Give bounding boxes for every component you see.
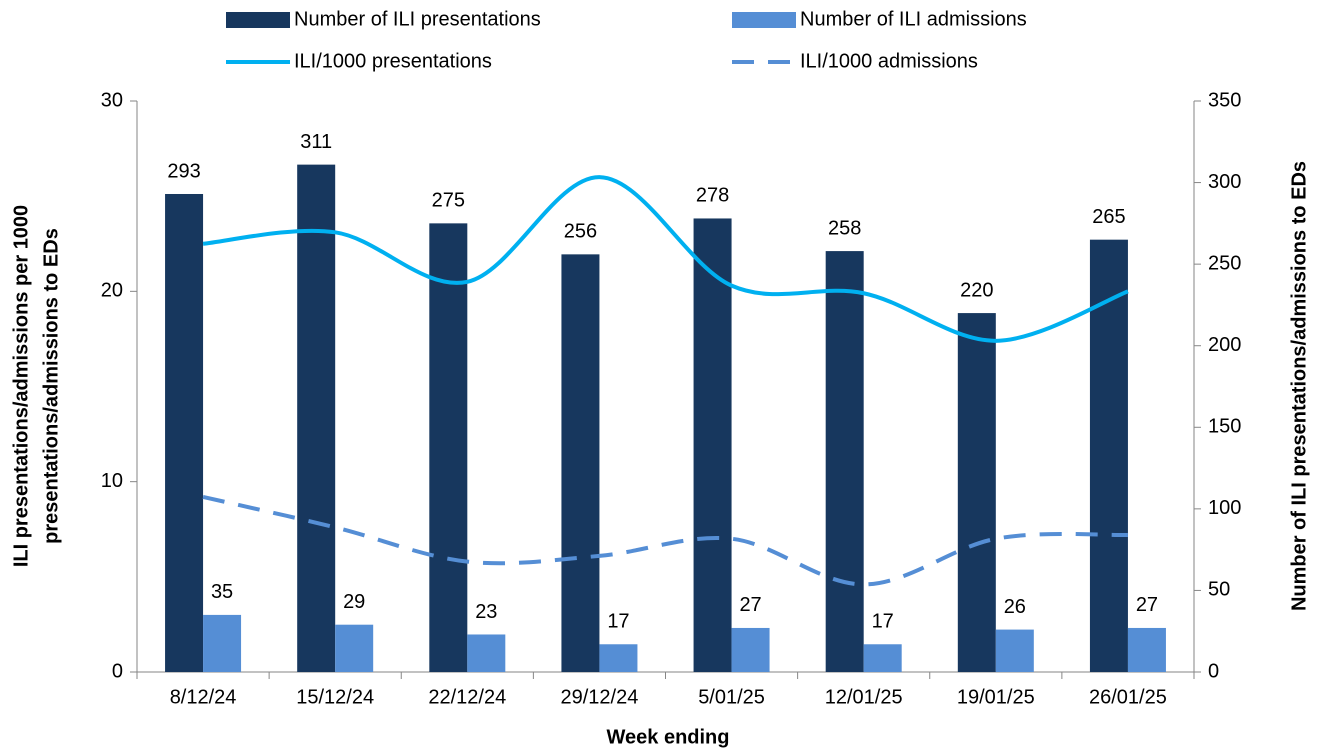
x-tick-label: 29/12/24 bbox=[561, 686, 639, 708]
y2-tick-label: 300 bbox=[1208, 171, 1241, 193]
legend-swatch bbox=[732, 12, 796, 28]
bar bbox=[693, 218, 732, 672]
legend-label: Number of ILI presentations bbox=[294, 8, 541, 30]
x-tick-label: 19/01/25 bbox=[957, 686, 1035, 708]
y2-tick-label: 50 bbox=[1208, 579, 1230, 601]
data-label: 220 bbox=[960, 279, 993, 301]
bar bbox=[561, 254, 600, 672]
y2-tick-label: 350 bbox=[1208, 89, 1241, 111]
x-tick-label: 22/12/24 bbox=[428, 686, 506, 708]
y-tick-label: 20 bbox=[101, 280, 123, 302]
data-label: 17 bbox=[872, 611, 894, 633]
bar bbox=[957, 313, 996, 672]
y2-tick-label: 200 bbox=[1208, 334, 1241, 356]
y-axis-label: presentations/admissions to EDs bbox=[40, 228, 62, 544]
bar bbox=[825, 251, 864, 672]
line bbox=[202, 494, 1128, 587]
line bbox=[202, 175, 1129, 343]
y2-axis-label: Number of ILI presentations/admissions t… bbox=[1288, 161, 1310, 611]
data-label: 258 bbox=[828, 217, 861, 239]
bar bbox=[1127, 627, 1166, 672]
data-label: 29 bbox=[343, 591, 365, 613]
data-label: 27 bbox=[1136, 594, 1158, 616]
data-label: 23 bbox=[475, 601, 497, 623]
data-label: 265 bbox=[1092, 206, 1125, 228]
bar bbox=[599, 644, 638, 672]
data-label: 278 bbox=[696, 185, 729, 207]
bar bbox=[731, 627, 770, 672]
x-tick-label: 8/12/24 bbox=[170, 686, 237, 708]
y-tick-label: 10 bbox=[101, 470, 123, 492]
y-axis-label: ILI presentations/admissions per 1000 bbox=[10, 205, 32, 567]
y2-tick-label: 100 bbox=[1208, 497, 1241, 519]
y-tick-label: 0 bbox=[112, 660, 123, 682]
data-label: 311 bbox=[300, 131, 332, 153]
legend-label: Number of ILI admissions bbox=[800, 8, 1027, 30]
bar bbox=[467, 634, 506, 672]
y2-tick-label: 0 bbox=[1208, 660, 1219, 682]
y-tick-label: 30 bbox=[101, 89, 123, 111]
x-tick-label: 15/12/24 bbox=[296, 686, 374, 708]
bar bbox=[335, 624, 374, 672]
bar bbox=[1089, 239, 1128, 672]
y2-tick-label: 250 bbox=[1208, 252, 1241, 274]
x-tick-label: 26/01/25 bbox=[1089, 686, 1167, 708]
bar bbox=[297, 164, 336, 672]
data-label: 17 bbox=[607, 611, 629, 633]
x-tick-label: 5/01/25 bbox=[698, 686, 765, 708]
legend-label: ILI/1000 presentations bbox=[294, 50, 492, 72]
bar bbox=[995, 629, 1034, 672]
data-label: 256 bbox=[564, 221, 597, 243]
data-label: 293 bbox=[167, 160, 200, 182]
bar bbox=[203, 614, 242, 672]
x-tick-label: 12/01/25 bbox=[825, 686, 903, 708]
legend-label: ILI/1000 admissions bbox=[800, 50, 978, 72]
data-label: 26 bbox=[1004, 596, 1026, 618]
bar bbox=[165, 193, 204, 672]
data-label: 275 bbox=[432, 190, 465, 212]
bar bbox=[429, 223, 468, 672]
legend-swatch bbox=[226, 12, 290, 28]
y2-tick-label: 150 bbox=[1208, 416, 1241, 438]
data-label: 27 bbox=[739, 594, 761, 616]
data-label: 35 bbox=[211, 581, 233, 603]
bar bbox=[863, 644, 902, 672]
x-axis-label: Week ending bbox=[607, 726, 730, 748]
